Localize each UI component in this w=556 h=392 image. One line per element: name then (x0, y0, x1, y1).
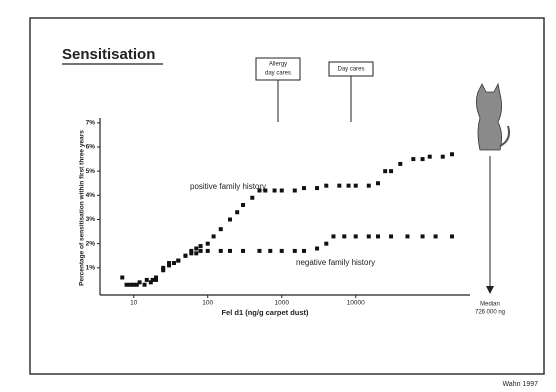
point (280, 249, 284, 253)
point (354, 234, 358, 238)
point (257, 249, 261, 253)
point (149, 280, 153, 284)
point (315, 247, 319, 251)
y-tick-label: 7% (86, 120, 96, 127)
point (398, 162, 402, 166)
y-tick-label: 4% (86, 192, 96, 199)
point (219, 227, 223, 231)
point (367, 234, 371, 238)
point (241, 249, 245, 253)
point (376, 234, 380, 238)
point (189, 251, 193, 255)
x-tick-label: 100 (202, 300, 213, 307)
series-label: positive family history (190, 182, 266, 191)
point (421, 234, 425, 238)
y-tick-label: 3% (86, 216, 96, 223)
point (250, 196, 254, 200)
annotation: Median (480, 302, 500, 308)
y-tick-label: 6% (86, 144, 96, 151)
point (331, 234, 335, 238)
point (263, 189, 267, 193)
point (241, 203, 245, 207)
x-tick-label: 1000 (275, 300, 290, 307)
annotation: Allergy (269, 62, 287, 68)
point (273, 189, 277, 193)
point (199, 244, 203, 248)
point (194, 247, 198, 251)
annotation: Day cares (337, 67, 364, 73)
y-tick-label: 5% (86, 168, 96, 175)
point (315, 186, 319, 190)
source-note: Wahn 1997 (502, 381, 538, 388)
series-label: negative family history (296, 258, 375, 267)
point (337, 184, 341, 188)
annotation: day cares (265, 71, 291, 77)
point (194, 251, 198, 255)
point (280, 189, 284, 193)
point (324, 184, 328, 188)
point (125, 283, 129, 287)
point (212, 234, 216, 238)
point (228, 249, 232, 253)
point (257, 189, 261, 193)
point (411, 157, 415, 161)
point (167, 261, 171, 265)
point (376, 181, 380, 185)
x-tick-label: 10 (130, 300, 138, 307)
point (354, 184, 358, 188)
point (143, 283, 147, 287)
x-tick-label: 10000 (347, 300, 365, 307)
point (235, 210, 239, 214)
point (199, 249, 203, 253)
point (389, 234, 393, 238)
point (324, 242, 328, 246)
point (128, 283, 132, 287)
point (367, 184, 371, 188)
point (342, 234, 346, 238)
point (293, 189, 297, 193)
point (183, 254, 187, 258)
slide: Sensitisation Allergy day cares Day care… (0, 0, 556, 392)
point (450, 152, 454, 156)
point (441, 155, 445, 159)
page: Sensitisation Allergy day cares Day care… (0, 0, 556, 392)
y-tick-label: 1% (86, 265, 96, 272)
point (176, 259, 180, 263)
y-axis-label: Percentage of sensitisation within first… (79, 130, 86, 286)
point (154, 278, 158, 282)
point (268, 249, 272, 253)
point (434, 234, 438, 238)
point (302, 186, 306, 190)
point (161, 266, 165, 270)
point (389, 169, 393, 173)
point (145, 278, 149, 282)
point (428, 155, 432, 159)
point (347, 184, 351, 188)
point (135, 283, 139, 287)
point (302, 249, 306, 253)
point (405, 234, 409, 238)
point (120, 276, 124, 280)
point (219, 249, 223, 253)
point (421, 157, 425, 161)
point (206, 249, 210, 253)
annotation: 726 000 ng (475, 310, 505, 316)
slide-title: Sensitisation (62, 46, 155, 63)
point (206, 242, 210, 246)
point (172, 261, 176, 265)
point (228, 218, 232, 222)
point (383, 169, 387, 173)
x-axis-label: Fel d1 (ng/g carpet dust) (221, 308, 309, 317)
y-tick-label: 2% (86, 240, 96, 247)
point (450, 234, 454, 238)
point (293, 249, 297, 253)
